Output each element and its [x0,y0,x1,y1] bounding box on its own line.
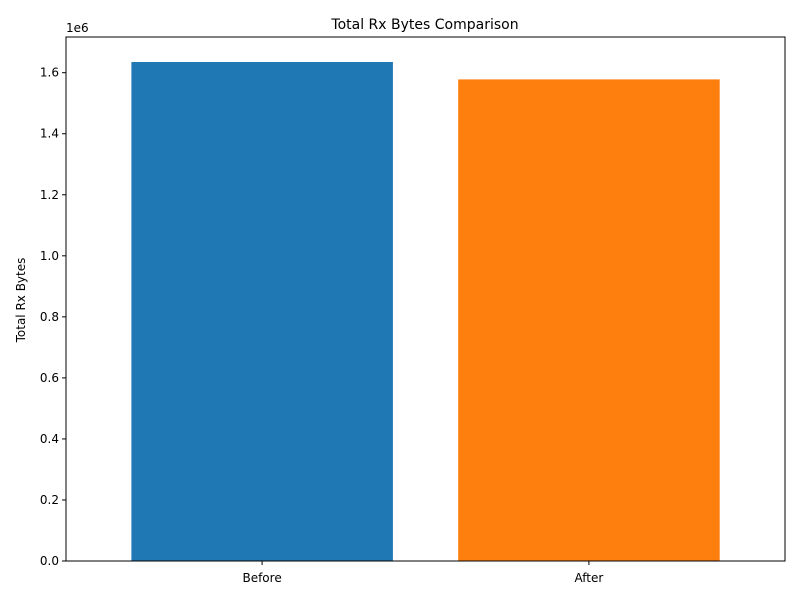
x-tick-label: Before [242,571,281,585]
y-tick-label: 0.2 [40,493,59,507]
y-tick-label: 0.4 [40,432,59,446]
axes-frame [65,36,786,562]
x-tick-label: After [574,571,603,585]
y-tick-label: 1.2 [40,188,59,202]
y-tick-label: 0.8 [40,310,59,324]
y-axis-label: Total Rx Bytes [14,258,28,344]
chart-title: Total Rx Bytes Comparison [330,17,518,33]
y-tick-label: 0.6 [40,371,59,385]
y-axis-offset-label: 1e6 [66,21,89,35]
bar-before [131,62,393,561]
y-tick-label: 1.4 [40,127,59,141]
y-tick-label: 1.6 [40,66,59,80]
y-tick-label: 1.0 [40,249,59,263]
y-tick-label: 0.0 [40,554,59,568]
bar-after [458,79,720,562]
plot-area: Before After 0.0 0.2 0.4 0.6 0.8 1.0 1.2 1.4 1.6 [40,36,786,585]
